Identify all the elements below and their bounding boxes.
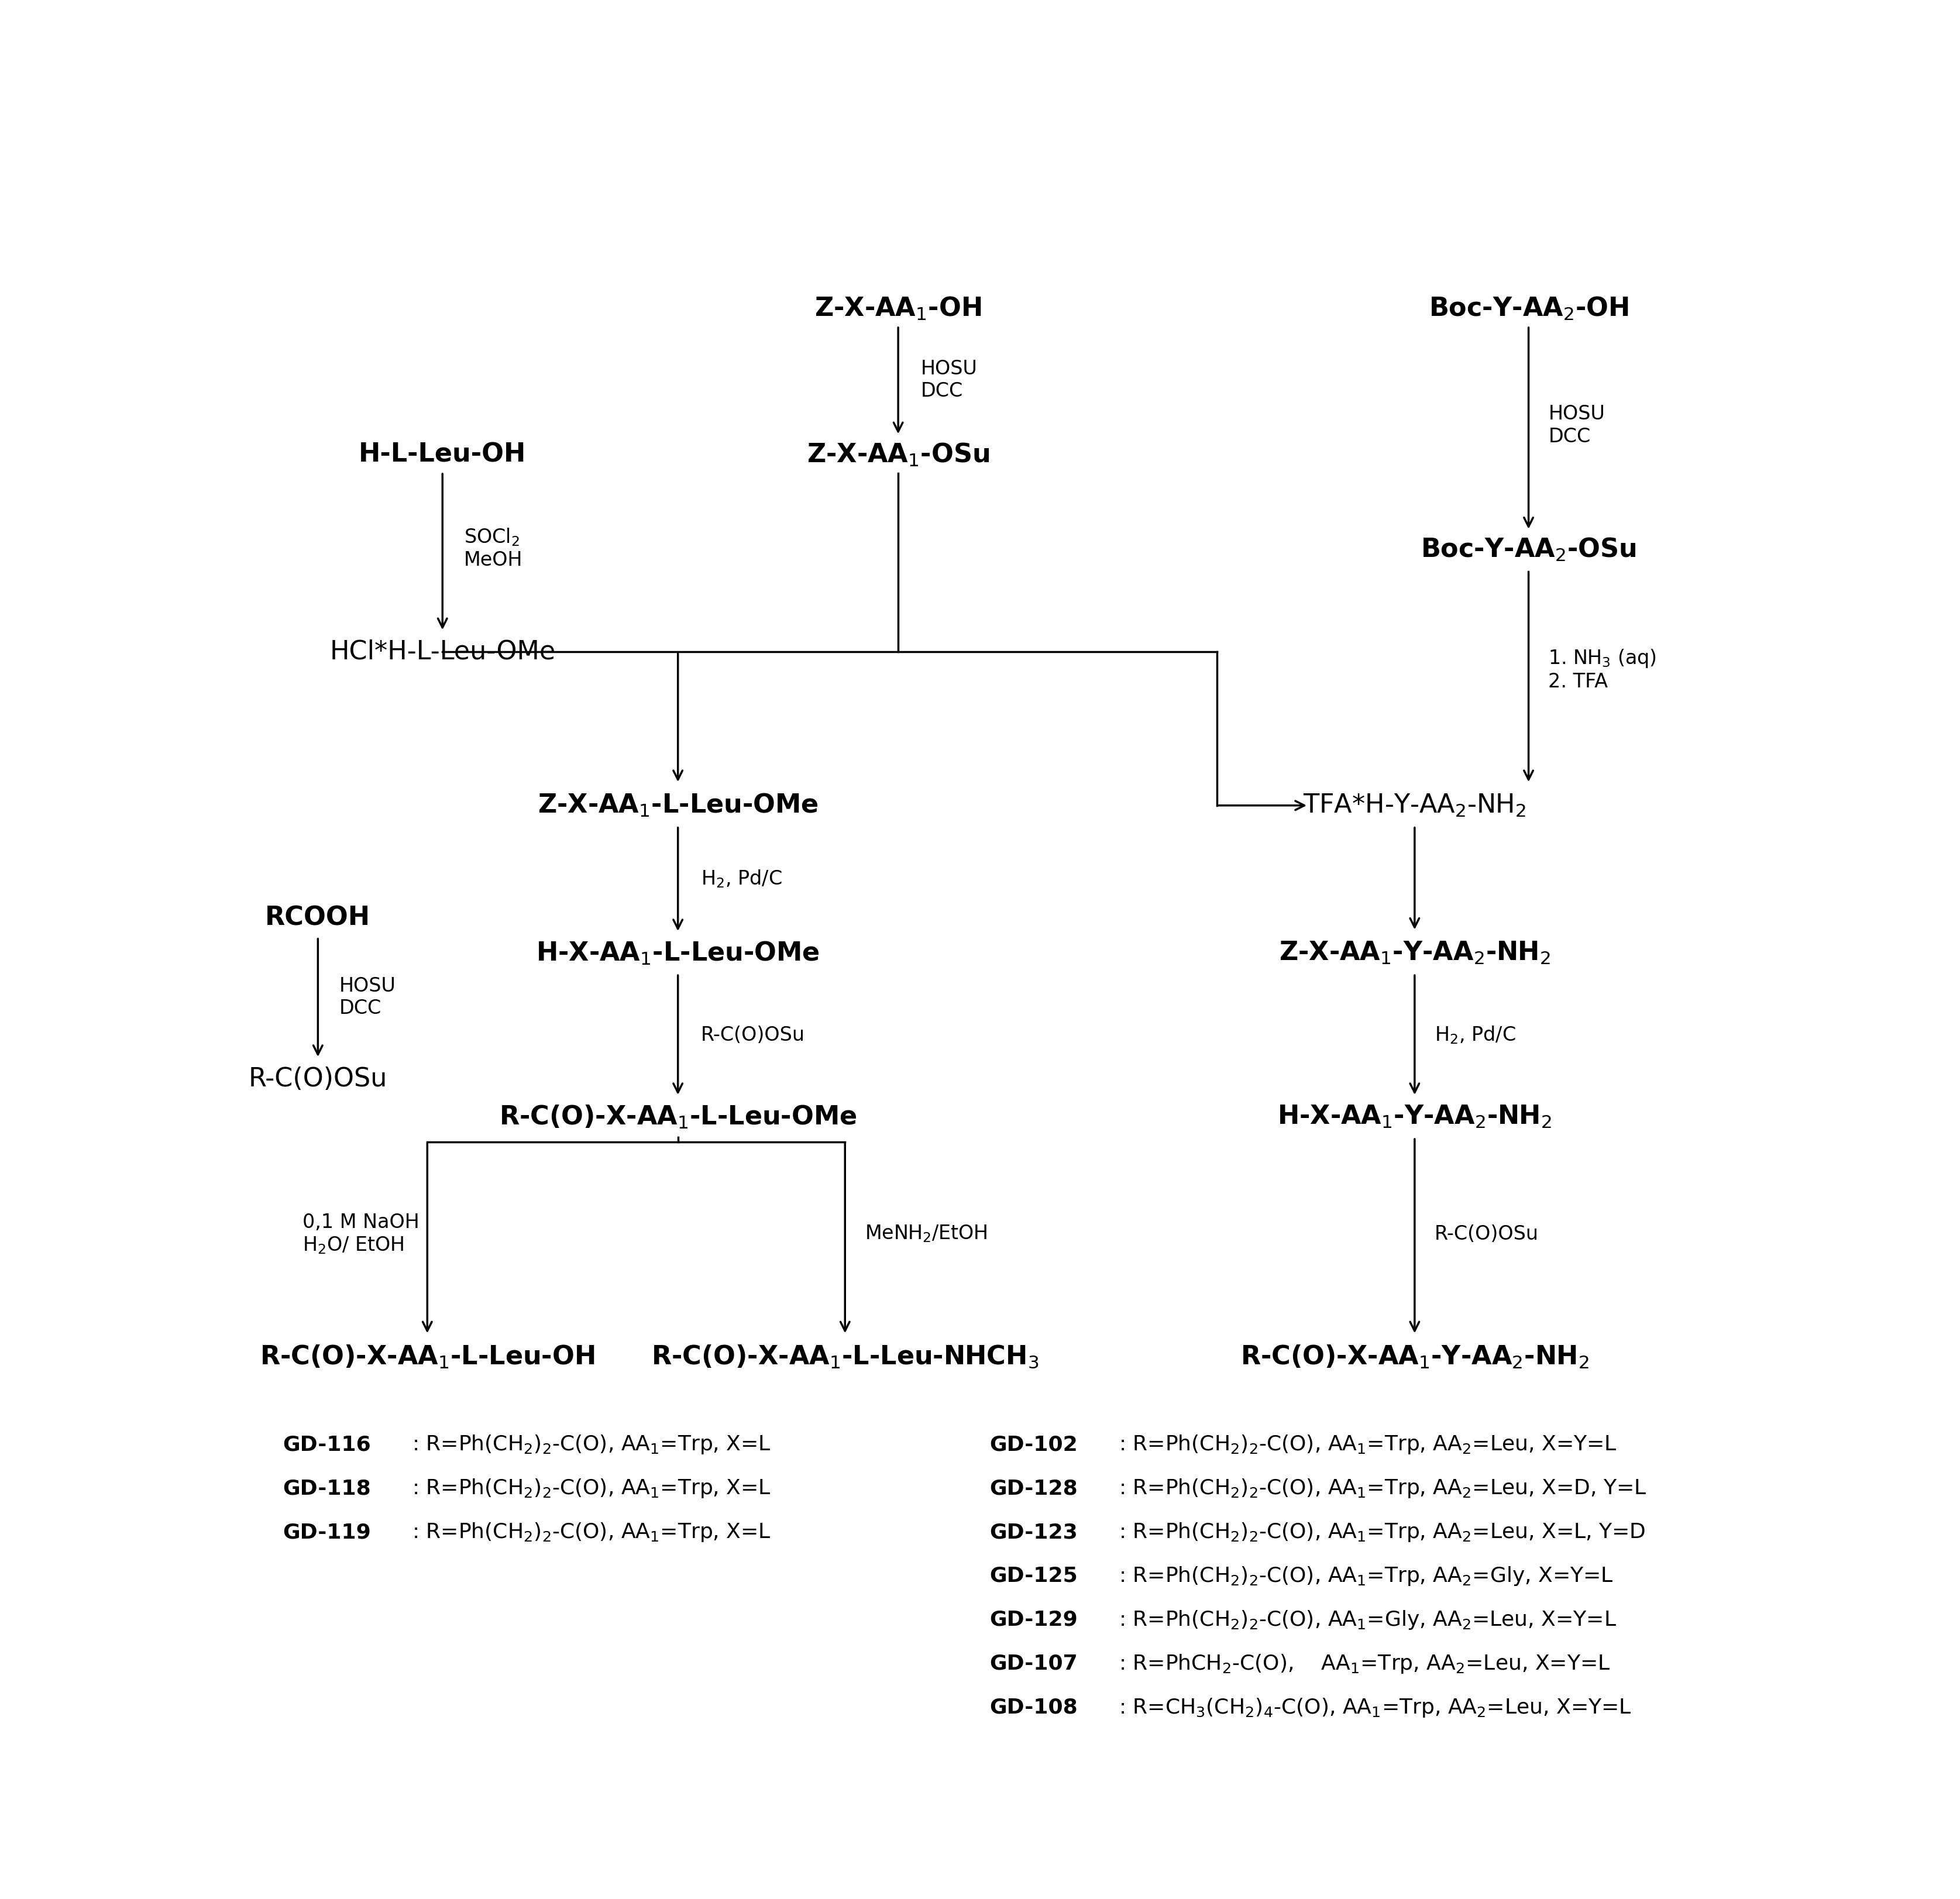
Text: R-C(O)-X-AA$_1$-L-Leu-NHCH$_3$: R-C(O)-X-AA$_1$-L-Leu-NHCH$_3$: [651, 1344, 1039, 1369]
Text: H$_2$, Pd/C: H$_2$, Pd/C: [1435, 1025, 1515, 1046]
Text: : R=Ph(CH$_2$)$_2$-C(O), AA$_1$=Trp, X=L: : R=Ph(CH$_2$)$_2$-C(O), AA$_1$=Trp, X=L: [412, 1434, 770, 1455]
Text: Boc-Y-AA$_2$-OH: Boc-Y-AA$_2$-OH: [1429, 294, 1629, 321]
Text: GD-116: GD-116: [282, 1434, 370, 1455]
Text: : R=Ph(CH$_2$)$_2$-C(O), AA$_1$=Trp, AA$_2$=Gly, X=Y=L: : R=Ph(CH$_2$)$_2$-C(O), AA$_1$=Trp, AA$…: [1119, 1565, 1613, 1588]
Text: H-X-AA$_1$-Y-AA$_2$-NH$_2$: H-X-AA$_1$-Y-AA$_2$-NH$_2$: [1278, 1103, 1552, 1130]
Text: HOSU
DCC: HOSU DCC: [1548, 404, 1605, 446]
Text: GD-128: GD-128: [990, 1479, 1078, 1498]
Text: Boc-Y-AA$_2$-OSu: Boc-Y-AA$_2$-OSu: [1421, 536, 1637, 562]
Text: H$_2$, Pd/C: H$_2$, Pd/C: [702, 868, 782, 889]
Text: GD-102: GD-102: [990, 1434, 1078, 1455]
Text: : R=Ph(CH$_2$)$_2$-C(O), AA$_1$=Trp, X=L: : R=Ph(CH$_2$)$_2$-C(O), AA$_1$=Trp, X=L: [412, 1521, 770, 1544]
Text: : R=PhCH$_2$-C(O),    AA$_1$=Trp, AA$_2$=Leu, X=Y=L: : R=PhCH$_2$-C(O), AA$_1$=Trp, AA$_2$=Le…: [1119, 1652, 1609, 1675]
Text: R-C(O)OSu: R-C(O)OSu: [249, 1067, 388, 1092]
Text: R-C(O)-X-AA$_1$-L-Leu-OMe: R-C(O)-X-AA$_1$-L-Leu-OMe: [500, 1103, 857, 1130]
Text: Z-X-AA$_1$-OH: Z-X-AA$_1$-OH: [815, 294, 982, 321]
Text: : R=Ph(CH$_2$)$_2$-C(O), AA$_1$=Trp, AA$_2$=Leu, X=L, Y=D: : R=Ph(CH$_2$)$_2$-C(O), AA$_1$=Trp, AA$…: [1119, 1521, 1644, 1544]
Text: : R=Ph(CH$_2$)$_2$-C(O), AA$_1$=Trp, AA$_2$=Leu, X=D, Y=L: : R=Ph(CH$_2$)$_2$-C(O), AA$_1$=Trp, AA$…: [1119, 1477, 1646, 1500]
Text: : R=Ph(CH$_2$)$_2$-C(O), AA$_1$=Trp, X=L: : R=Ph(CH$_2$)$_2$-C(O), AA$_1$=Trp, X=L: [412, 1477, 770, 1500]
Text: HOSU
DCC: HOSU DCC: [921, 359, 978, 401]
Text: R-C(O)-X-AA$_1$-Y-AA$_2$-NH$_2$: R-C(O)-X-AA$_1$-Y-AA$_2$-NH$_2$: [1241, 1343, 1590, 1369]
Text: 0,1 M NaOH
H$_2$O/ EtOH: 0,1 M NaOH H$_2$O/ EtOH: [302, 1212, 419, 1255]
Text: H-X-AA$_1$-L-Leu-OMe: H-X-AA$_1$-L-Leu-OMe: [537, 940, 819, 967]
Text: Z-X-AA$_1$-L-Leu-OMe: Z-X-AA$_1$-L-Leu-OMe: [537, 792, 819, 818]
Text: GD-125: GD-125: [990, 1567, 1078, 1586]
Text: R-C(O)OSu: R-C(O)OSu: [1435, 1225, 1539, 1244]
Text: GD-108: GD-108: [990, 1698, 1078, 1717]
Text: GD-119: GD-119: [282, 1523, 370, 1542]
Text: Z-X-AA$_1$-OSu: Z-X-AA$_1$-OSu: [808, 441, 990, 467]
Text: TFA*H-Y-AA$_2$-NH$_2$: TFA*H-Y-AA$_2$-NH$_2$: [1303, 792, 1527, 818]
Text: : R=CH$_3$(CH$_2$)$_4$-C(O), AA$_1$=Trp, AA$_2$=Leu, X=Y=L: : R=CH$_3$(CH$_2$)$_4$-C(O), AA$_1$=Trp,…: [1119, 1696, 1631, 1719]
Text: R-C(O)-X-AA$_1$-L-Leu-OH: R-C(O)-X-AA$_1$-L-Leu-OH: [261, 1343, 594, 1369]
Text: SOCl$_2$
MeOH: SOCl$_2$ MeOH: [465, 526, 523, 570]
Text: RCOOH: RCOOH: [265, 906, 370, 931]
Text: R-C(O)OSu: R-C(O)OSu: [702, 1025, 806, 1044]
Text: MeNH$_2$/EtOH: MeNH$_2$/EtOH: [864, 1223, 988, 1244]
Text: GD-123: GD-123: [990, 1523, 1078, 1542]
Text: GD-129: GD-129: [990, 1610, 1078, 1629]
Text: : R=Ph(CH$_2$)$_2$-C(O), AA$_1$=Trp, AA$_2$=Leu, X=Y=L: : R=Ph(CH$_2$)$_2$-C(O), AA$_1$=Trp, AA$…: [1119, 1434, 1617, 1455]
Text: HCl*H-L-Leu-OMe: HCl*H-L-Leu-OMe: [329, 640, 555, 665]
Text: Z-X-AA$_1$-Y-AA$_2$-NH$_2$: Z-X-AA$_1$-Y-AA$_2$-NH$_2$: [1278, 940, 1550, 967]
Text: GD-107: GD-107: [990, 1654, 1078, 1673]
Text: 1. NH$_3$ (aq)
2. TFA: 1. NH$_3$ (aq) 2. TFA: [1548, 648, 1656, 691]
Text: H-L-Leu-OH: H-L-Leu-OH: [359, 442, 525, 467]
Text: HOSU
DCC: HOSU DCC: [339, 976, 396, 1018]
Text: : R=Ph(CH$_2$)$_2$-C(O), AA$_1$=Gly, AA$_2$=Leu, X=Y=L: : R=Ph(CH$_2$)$_2$-C(O), AA$_1$=Gly, AA$…: [1119, 1608, 1617, 1631]
Text: GD-118: GD-118: [282, 1479, 370, 1498]
